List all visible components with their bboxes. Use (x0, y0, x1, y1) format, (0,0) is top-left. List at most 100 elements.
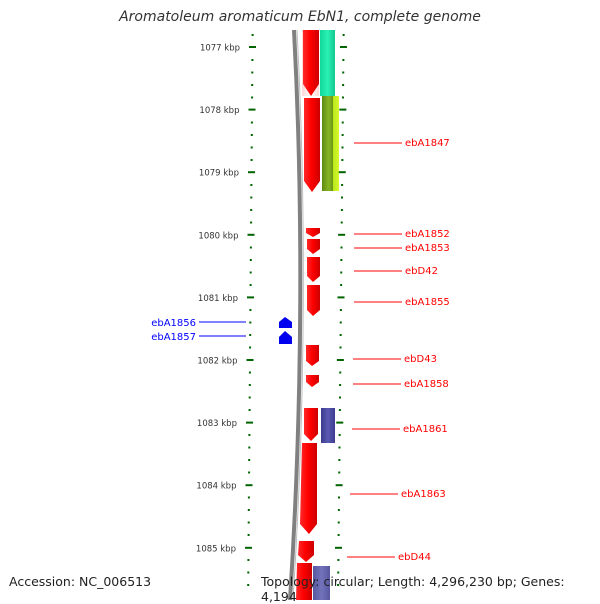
minor-tick (251, 96, 254, 99)
minor-tick (337, 534, 340, 536)
gene-label[interactable]: ebA1852 (405, 229, 450, 240)
gene-label[interactable]: ebA1858 (404, 379, 449, 390)
minor-tick (340, 259, 343, 261)
minor-tick (251, 59, 254, 61)
minor-tick (342, 34, 345, 36)
gene-label[interactable]: ebA1855 (405, 297, 450, 308)
minor-tick (249, 309, 252, 311)
minor-tick (341, 184, 344, 186)
forward-gene (306, 228, 320, 237)
forward-gene (303, 30, 319, 96)
reverse-gene (279, 331, 292, 344)
minor-tick (337, 571, 340, 574)
minor-tick (337, 496, 340, 499)
minor-tick (339, 334, 342, 336)
reverse-gene (279, 317, 292, 328)
forward-gene (296, 563, 312, 600)
minor-tick (247, 521, 250, 524)
minor-tick (338, 471, 341, 474)
minor-tick (248, 459, 251, 461)
forward-gene (298, 541, 314, 562)
page-title: Aromatoleum aromaticum EbN1, complete ge… (119, 9, 481, 25)
forward-gene (307, 239, 320, 254)
minor-tick (247, 509, 250, 511)
minor-tick (248, 384, 251, 386)
minor-tick (339, 371, 342, 374)
ruler-tick-label: 1077 kbp (200, 44, 240, 54)
ruler-tick-label: 1082 kbp (197, 357, 237, 367)
feature-band-olive (322, 96, 335, 191)
ruler: 1077 kbp 1078 kbp 1079 kbp 1080 kbp 1081 kbp… (196, 34, 347, 586)
minor-tick (341, 121, 344, 124)
forward-gene (306, 375, 319, 387)
ruler-tick-label: 1083 kbp (197, 419, 237, 429)
feature-band-purple (321, 408, 335, 443)
accession-text: Accession: NC_006513 (9, 574, 152, 589)
minor-tick (249, 259, 252, 261)
minor-tick (339, 346, 342, 349)
minor-tick (249, 346, 252, 349)
minor-tick (248, 471, 251, 474)
minor-tick (337, 509, 340, 511)
ruler-tick-label: 1079 kbp (199, 169, 239, 179)
minor-tick (341, 146, 344, 149)
minor-tick (250, 221, 253, 224)
gene-labels: ebA1847 ebA1852 ebA1853 ebD42 ebA1855 ebA1856… (151, 138, 450, 563)
minor-tick (339, 384, 342, 386)
gene-label[interactable]: ebA1857 (151, 332, 196, 343)
minor-tick (249, 321, 252, 324)
minor-tick (341, 159, 344, 161)
minor-tick (338, 396, 341, 399)
minor-tick (249, 246, 252, 249)
minor-tick (340, 284, 343, 286)
feature-band-lime (333, 96, 339, 191)
gene-label[interactable]: ebD44 (398, 552, 431, 563)
forward-gene (306, 345, 319, 366)
minor-tick (249, 284, 252, 286)
gene-label[interactable]: ebA1861 (403, 424, 448, 435)
feature-band-purple (313, 566, 330, 600)
gene-label[interactable]: ebD42 (405, 266, 438, 277)
minor-tick (251, 34, 254, 36)
forward-gene (307, 257, 320, 282)
minor-tick (340, 221, 343, 224)
minor-tick (250, 121, 253, 124)
gene-label[interactable]: ebA1856 (151, 318, 196, 329)
minor-tick (341, 96, 344, 99)
minor-tick (248, 371, 251, 374)
backbone-arc (288, 29, 303, 600)
minor-tick (337, 559, 340, 561)
minor-tick (248, 409, 251, 411)
minor-tick (247, 571, 250, 574)
minor-tick (340, 209, 343, 211)
minor-tick (342, 84, 345, 86)
forward-gene (300, 443, 317, 534)
gene-label[interactable]: ebA1853 (405, 243, 450, 254)
minor-tick (338, 446, 341, 449)
gene-label[interactable]: ebA1847 (405, 138, 450, 149)
minor-tick (340, 246, 343, 249)
minor-tick (250, 134, 253, 136)
forward-gene (304, 408, 318, 441)
minor-tick (340, 196, 343, 199)
minor-tick (250, 146, 253, 149)
minor-tick (342, 71, 345, 74)
minor-tick (338, 434, 341, 436)
minor-tick (250, 209, 253, 211)
ruler-tick-label: 1080 kbp (198, 231, 238, 241)
minor-tick (340, 271, 343, 274)
forward-gene (307, 285, 320, 316)
minor-tick (251, 84, 254, 86)
minor-tick (337, 521, 340, 524)
minor-tick (250, 184, 253, 186)
minor-tick (251, 71, 254, 74)
minor-tick (250, 159, 253, 161)
gene-label[interactable]: ebA1863 (401, 489, 446, 500)
minor-tick (341, 134, 344, 136)
minor-tick (247, 534, 250, 536)
gene-label[interactable]: ebD43 (404, 354, 437, 365)
minor-tick (247, 584, 250, 586)
minor-tick (248, 446, 251, 449)
minor-tick (247, 559, 250, 561)
